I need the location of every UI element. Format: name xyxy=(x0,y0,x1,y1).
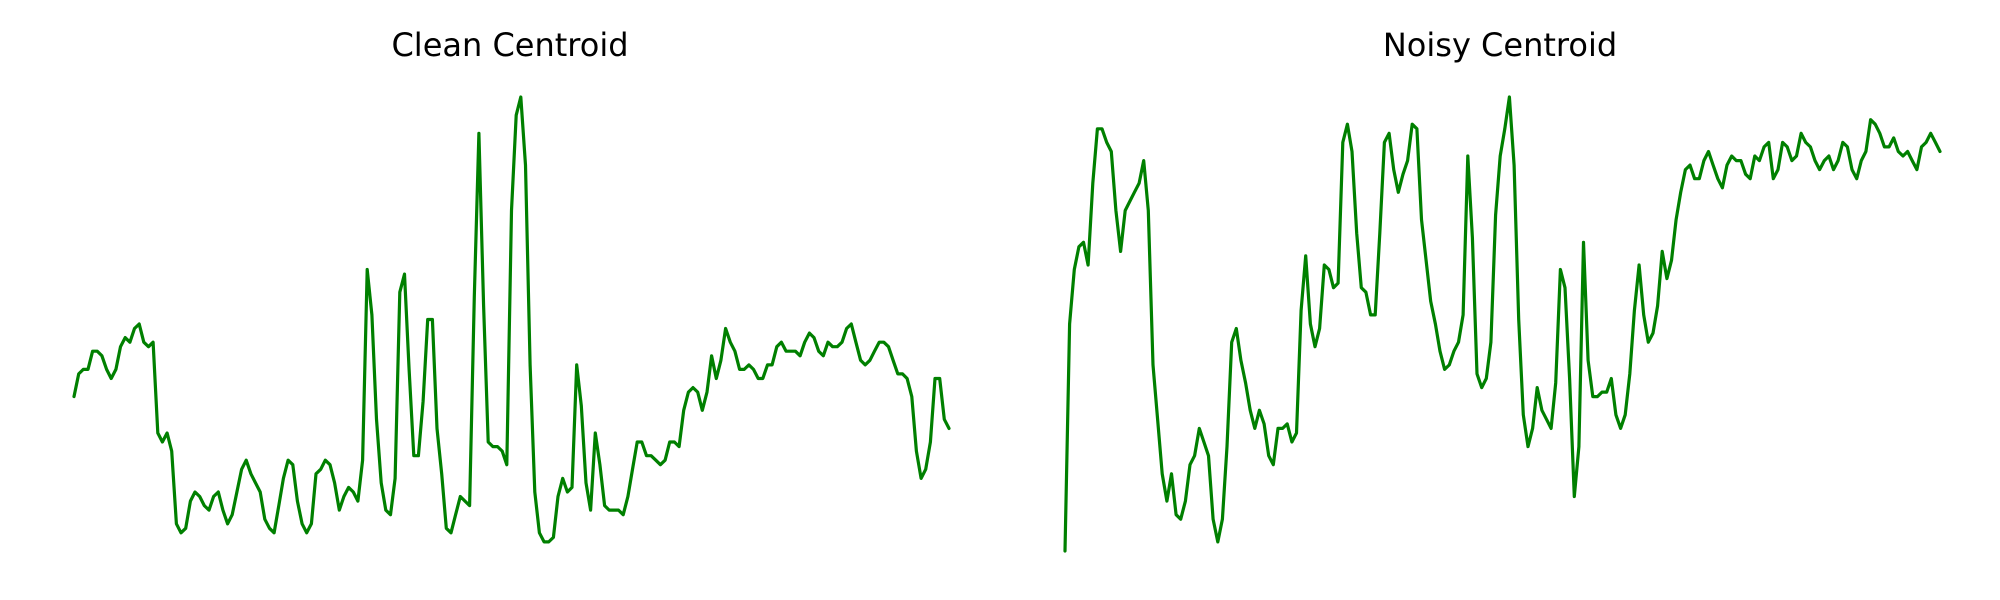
right-chart-title: Noisy Centroid xyxy=(1383,26,1617,64)
clean-centroid-line xyxy=(72,95,951,544)
right-panel: Noisy Centroid xyxy=(1063,26,1942,553)
left-chart-title: Clean Centroid xyxy=(391,26,628,64)
left-panel: Clean Centroid xyxy=(72,26,951,544)
noisy-centroid-line xyxy=(1063,95,1942,553)
